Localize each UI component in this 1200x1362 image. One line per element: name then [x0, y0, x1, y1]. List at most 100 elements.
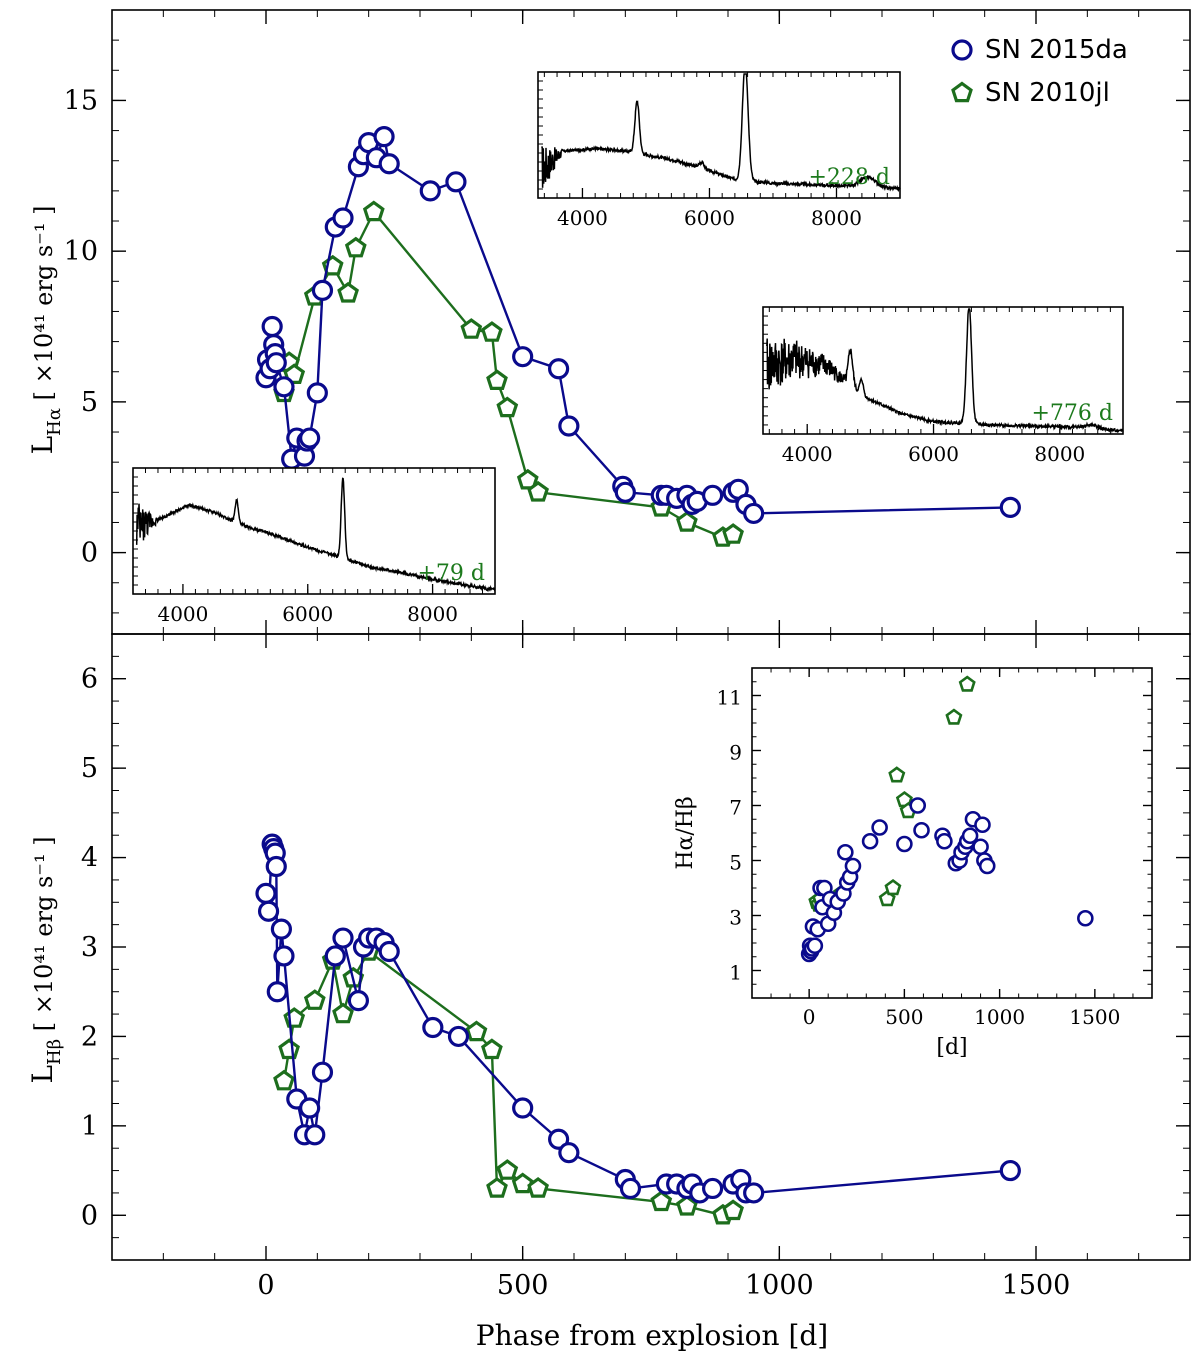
sn2015da-hbeta-point — [701, 1177, 724, 1200]
sn2010jl-halpha-point — [344, 236, 367, 258]
legend-label-sn2010jl: SN 2010jl — [985, 78, 1110, 108]
bottom-y-tick-label: 5 — [81, 753, 98, 784]
sn2015da-halpha-point — [311, 279, 334, 301]
sn2010jl-halpha-point — [460, 318, 483, 339]
sn2015da-halpha-point — [299, 427, 321, 449]
top-panel-halpha: 0 5 10 15 LHα [ ×10⁴¹ erg s⁻¹ ] — [26, 9, 1191, 635]
sn2010jl-halpha-point — [676, 511, 698, 532]
legend-marker-sn2015da — [951, 39, 973, 61]
sn2015da-halpha-point — [419, 180, 441, 202]
sn2010jl-hbeta-point — [722, 1199, 744, 1221]
sn2010jl-halpha-point — [527, 480, 549, 502]
sn2015da-ratio-point — [913, 821, 930, 839]
ratio-y-tick-label: 1 — [729, 961, 742, 985]
top-y-axis-label: LHα [ ×10⁴¹ erg s⁻¹ ] — [26, 206, 65, 455]
bottom-x-tick-label: 0 — [257, 1270, 274, 1301]
sn2010jl-hbeta-point — [496, 1159, 519, 1180]
sn2015da-halpha-point — [261, 315, 283, 338]
spectrum-line — [135, 477, 496, 593]
sn2015da-ratio-point — [837, 843, 854, 861]
top-y-tick-label: 15 — [64, 85, 98, 116]
x-axis-label: Phase from explosion [d] — [476, 1319, 828, 1352]
ratio-inset-frame — [751, 667, 1153, 999]
bottom-y-tick-label: 6 — [81, 664, 98, 695]
sn2010jl-hbeta-point — [676, 1194, 698, 1216]
spectrum-inset-228d: 4000 6000 8000 +228 d — [537, 71, 901, 230]
spectrum-line — [541, 73, 901, 193]
sn2010jl-halpha-point — [486, 369, 508, 390]
ratio-y-tick-label: 5 — [729, 851, 742, 875]
sn2015da-halpha-point — [378, 153, 400, 175]
sn2015da-halpha-point — [306, 382, 328, 404]
ratio-x-axis-label: [d] — [936, 1035, 967, 1060]
sn2015da-hbeta-point — [311, 1061, 334, 1083]
spectrum-x-tick-label: 6000 — [908, 442, 959, 466]
spectrum-x-tick-label: 4000 — [157, 602, 208, 626]
sn2015da-ratio-point — [936, 832, 953, 850]
sn2015da-halpha-point — [999, 496, 1021, 518]
sn2010jl-halpha-point — [337, 281, 359, 303]
spectrum-x-tick-label: 4000 — [782, 442, 833, 466]
sn2010jl-hbeta-point — [303, 989, 326, 1010]
top-y-tick-label: 10 — [64, 236, 98, 267]
spectrum-x-tick-label: 8000 — [407, 602, 458, 626]
sn2015da-hbeta-point — [255, 882, 277, 904]
sn2015da-ratio-point — [861, 832, 879, 850]
sn2015da-hbeta-point — [265, 855, 287, 878]
legend-marker-sn2010jl — [951, 81, 973, 103]
ratio-y-tick-label: 9 — [729, 741, 742, 765]
sn2015da-halpha-point — [614, 481, 636, 503]
sn2015da-halpha-point — [547, 358, 570, 380]
sn2015da-ratio-point — [1077, 909, 1094, 927]
sn2015da-halpha-point — [558, 415, 580, 437]
bottom-axes-frame — [111, 633, 1191, 1261]
sn2010jl-hbeta-point — [650, 1190, 673, 1212]
spectrum-x-tick-label: 6000 — [282, 602, 333, 626]
sn2010jl-ratio-point — [884, 878, 902, 896]
sn2015da-ratio-point — [961, 827, 979, 845]
ratio-y-tick-label: 11 — [717, 686, 742, 710]
bottom-y-tick-label: 1 — [81, 1111, 98, 1142]
legend: SN 2015da SN 2010jl — [951, 35, 1128, 108]
sn2015da-halpha-point — [332, 207, 354, 229]
sn2010jl-hbeta-point — [273, 1069, 295, 1091]
sn2015da-ratio-point — [844, 857, 862, 875]
top-y-tick-label: 5 — [81, 387, 98, 418]
sn2010jl-halpha-point — [362, 200, 385, 222]
sn2015da-hbeta-point — [347, 990, 369, 1012]
sn2010jl-halpha-point — [481, 321, 503, 342]
ratio-y-tick-label: 3 — [729, 906, 742, 930]
sn2010jl-halpha-point — [496, 396, 519, 418]
ratio-x-tick-label: 1500 — [1069, 1005, 1120, 1029]
sn2010jl-ratio-point — [945, 708, 963, 725]
bottom-y-axis-label: LHβ [ ×10⁴¹ erg s⁻¹ ] — [26, 836, 65, 1083]
spectrum-background — [763, 307, 1123, 434]
spectrum-x-tick-label: 8000 — [811, 206, 862, 230]
ratio-inset: 0 500 1000 1500 1 3 5 7 9 11 Hα/Hβ [d] — [673, 667, 1153, 1060]
sn2015da-ratio-point — [972, 838, 989, 856]
sn2015da-hbeta-point — [266, 981, 288, 1003]
ratio-x-tick-label: 0 — [803, 1005, 816, 1029]
bottom-y-tick-label: 2 — [81, 1021, 98, 1052]
spectrum-x-tick-label: 6000 — [684, 206, 735, 230]
sn2015da-hbeta-point — [378, 940, 400, 963]
sn2015da-halpha-point — [512, 346, 534, 368]
spectrum-phase-label: +79 d — [417, 561, 485, 586]
spectrum-line — [766, 308, 1124, 434]
sn2015da-halpha-point — [265, 352, 287, 374]
sn2010jl-ratio-point — [958, 675, 976, 692]
sn2015da-ratio-point — [871, 819, 888, 836]
spectrum-background — [538, 72, 900, 198]
spectrum-background — [133, 468, 495, 594]
sn2015da-hbeta-point — [743, 1182, 765, 1204]
sn2015da-ratio-point — [806, 937, 824, 955]
sn2015da-ratio-point — [896, 835, 913, 853]
sn2015da-ratio-point — [974, 816, 991, 834]
sn2015da-hbeta-point — [273, 945, 295, 967]
sn2010jl-hbeta-point — [481, 1038, 503, 1060]
top-y-tick-label: 0 — [81, 538, 98, 569]
sn2015da-halpha-point — [273, 376, 295, 398]
bottom-x-tick-label: 500 — [497, 1270, 549, 1301]
bottom-x-tick-label: 1000 — [745, 1270, 814, 1301]
